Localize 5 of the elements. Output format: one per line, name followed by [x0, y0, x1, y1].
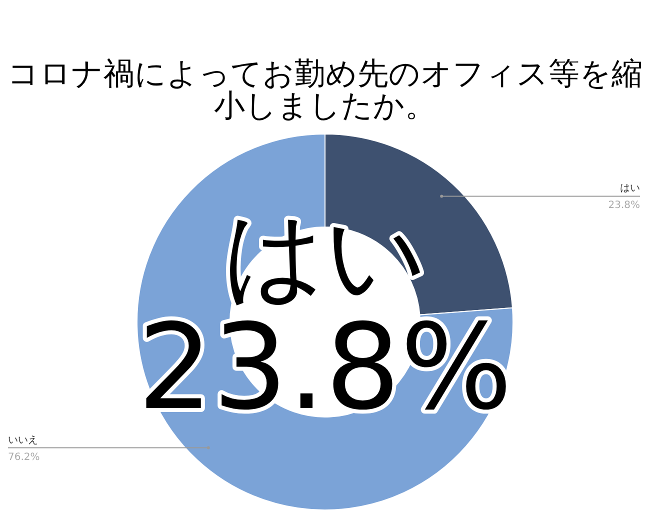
data-label: 23.8%: [608, 200, 640, 212]
slice-label: いいえ: [8, 434, 38, 446]
chart-title: コロナ禍によってお勤め先のオフィス等を縮小しましたか。: [6, 56, 644, 124]
slice-label: はい: [620, 183, 640, 194]
data-label: 76.2%: [8, 452, 40, 463]
